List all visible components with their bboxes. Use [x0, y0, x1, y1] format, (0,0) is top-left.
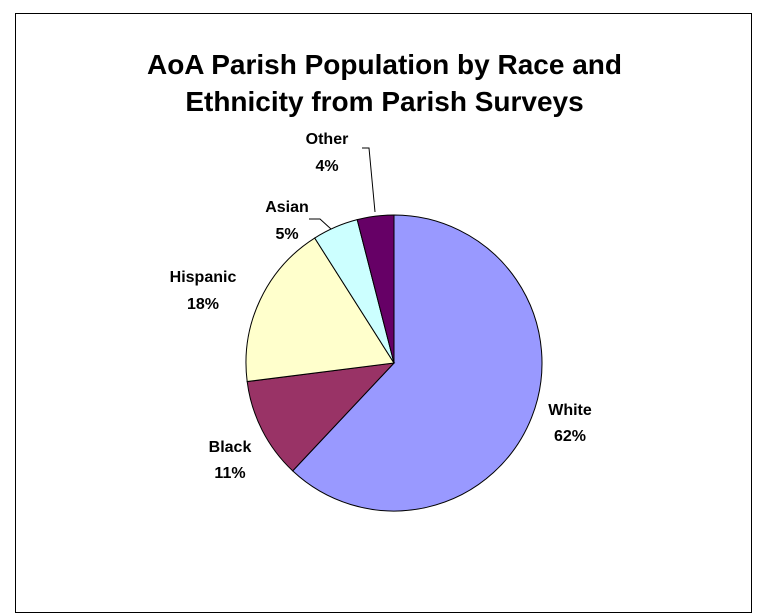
slice-label-other: Other	[306, 131, 349, 148]
slice-value-black: 11%	[214, 465, 245, 482]
leader-line-asian	[309, 218, 332, 230]
pie-slice-other	[356, 214, 395, 364]
slice-value-hispanic: 18%	[187, 296, 219, 313]
pie-chart: White 62% Black 11% Hispanic 18% Asian 5% Other 4…	[170, 131, 592, 512]
slice-label-hispanic: Hispanic	[170, 269, 237, 286]
slice-value-asian: 5%	[275, 226, 298, 243]
slice-label-white: White	[548, 402, 592, 419]
slice-label-asian: Asian	[265, 199, 309, 216]
chart-title-line-1: AoA Parish Population by Race and	[146, 49, 623, 80]
chart-title: AoA Parish Population by Race and Ethnic…	[0, 46, 769, 120]
chart-title-line-2: Ethnicity from Parish Surveys	[185, 86, 584, 117]
pie-slice-black	[246, 362, 396, 472]
slice-value-white: 62%	[554, 428, 586, 445]
slice-label-black: Black	[209, 439, 252, 456]
pie-slice-hispanic	[245, 237, 395, 383]
slice-value-other: 4%	[315, 158, 338, 175]
pie-slice-white	[291, 214, 543, 512]
leader-line-other	[362, 147, 376, 213]
